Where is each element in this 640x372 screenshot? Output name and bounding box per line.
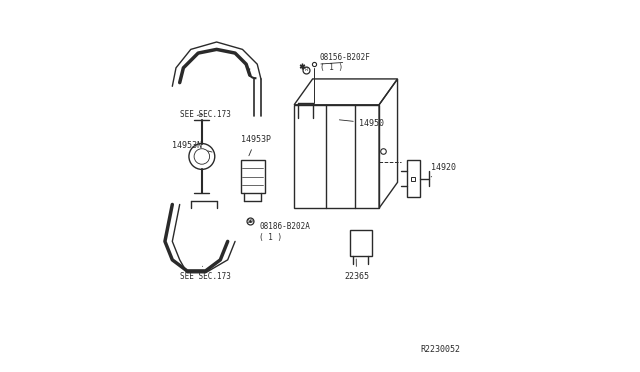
Text: SEE SEC.173: SEE SEC.173 <box>180 266 230 281</box>
Text: 14950: 14950 <box>339 119 384 128</box>
Text: R2230052: R2230052 <box>420 345 460 354</box>
Text: 08156-B202F
( 1 ): 08156-B202F ( 1 ) <box>320 52 371 72</box>
Text: SEE SEC.173: SEE SEC.173 <box>180 109 230 119</box>
Text: 14953P: 14953P <box>241 135 271 156</box>
Text: 14953N: 14953N <box>172 141 212 152</box>
Text: R: R <box>304 67 308 72</box>
Text: 10: 10 <box>246 219 253 224</box>
Text: 08186-B202A
( 1 ): 08186-B202A ( 1 ) <box>253 221 310 242</box>
Text: 22365: 22365 <box>344 259 369 281</box>
Text: 14920: 14920 <box>431 163 456 177</box>
